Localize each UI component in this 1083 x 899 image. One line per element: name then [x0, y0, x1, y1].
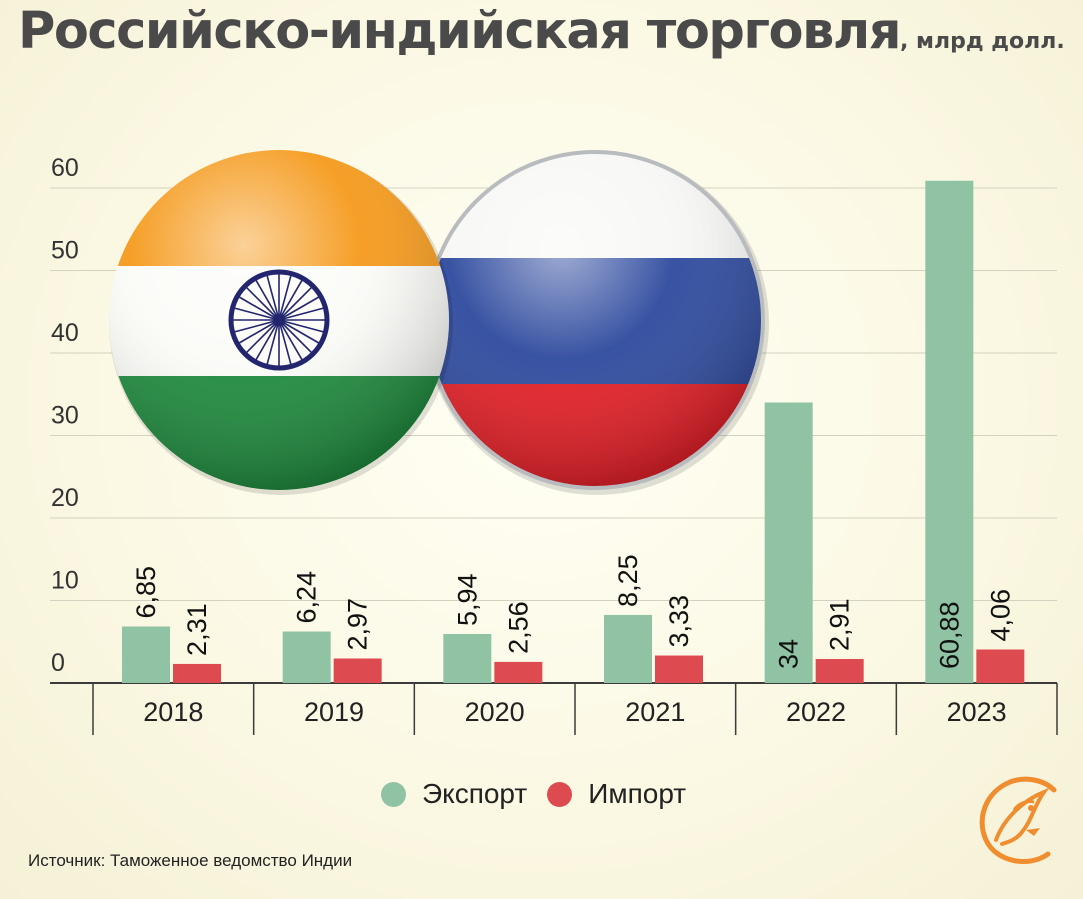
data-label-import-2020: 2,56 [503, 601, 533, 654]
ashoka-chakra-icon [228, 269, 330, 371]
y-tick-label: 0 [51, 649, 65, 677]
y-tick-label: 50 [51, 237, 79, 265]
x-tick-label: 2022 [786, 697, 846, 727]
y-tick-label: 20 [51, 484, 79, 512]
y-tick-label: 10 [51, 567, 79, 595]
bird-logo-icon [979, 776, 1057, 864]
data-label-export-2023: 60,88 [934, 601, 964, 669]
bar-export-2022 [764, 402, 813, 683]
legend-swatch-import [547, 781, 573, 807]
bar-import-2022 [815, 658, 864, 683]
bar-export-2020 [443, 633, 492, 683]
legend-item-export: Экспорт [381, 778, 527, 810]
legend: Экспорт Импорт [381, 778, 706, 810]
russia-flag-badge [425, 150, 769, 495]
data-label-import-2018: 2,31 [182, 603, 212, 656]
bar-import-2020 [494, 661, 543, 683]
bars [122, 180, 1025, 684]
bar-import-2018 [173, 663, 221, 683]
x-tick-label: 2018 [143, 697, 203, 727]
title-text: Российско-индийская торговля [18, 2, 901, 61]
bar-export-2019 [282, 631, 331, 683]
data-label-import-2021: 3,33 [664, 595, 694, 648]
data-label-import-2022: 2,91 [825, 598, 855, 651]
legend-label-import: Импорт [588, 778, 687, 809]
x-tick-label: 2021 [625, 697, 685, 727]
data-label-export-2021: 8,25 [613, 554, 643, 607]
x-tick-label: 2020 [465, 697, 525, 727]
bar-import-2021 [655, 655, 703, 683]
bar-export-2018 [122, 626, 170, 683]
legend-label-export: Экспорт [422, 778, 528, 809]
data-label-export-2018: 6,85 [131, 566, 161, 619]
source-note: Источник: Таможенное ведомство Индии [28, 851, 353, 870]
y-tick-label: 60 [51, 154, 79, 182]
data-label-export-2019: 6,24 [292, 571, 322, 624]
bar-import-2023 [976, 649, 1025, 683]
data-label-export-2020: 5,94 [452, 573, 482, 626]
bar-import-2019 [333, 658, 382, 683]
data-label-import-2019: 2,97 [343, 598, 373, 651]
y-tick-label: 40 [51, 319, 79, 347]
bar-export-2021 [604, 614, 652, 683]
chart-title: Российско-индийская торговля, млрд долл. [18, 2, 1065, 61]
y-tick-label: 30 [51, 402, 79, 430]
data-label-import-2023: 4,06 [985, 589, 1015, 642]
data-labels: 6,85 2,31 6,24 2,97 5,94 2,56 8,25 3,33 34 2,91 60… [131, 554, 1015, 669]
data-label-export-2022: 34 [774, 639, 804, 669]
legend-item-import: Импорт [547, 778, 686, 810]
x-tick-label: 2019 [304, 697, 364, 727]
x-axis: 2018 2019 2020 2021 2022 2023 [50, 682, 1058, 735]
india-flag-badge [109, 150, 453, 495]
legend-swatch-export [381, 781, 406, 807]
title-unit: , млрд долл. [899, 29, 1065, 54]
x-tick-label: 2023 [947, 697, 1007, 727]
bar-export-2023 [925, 180, 974, 684]
